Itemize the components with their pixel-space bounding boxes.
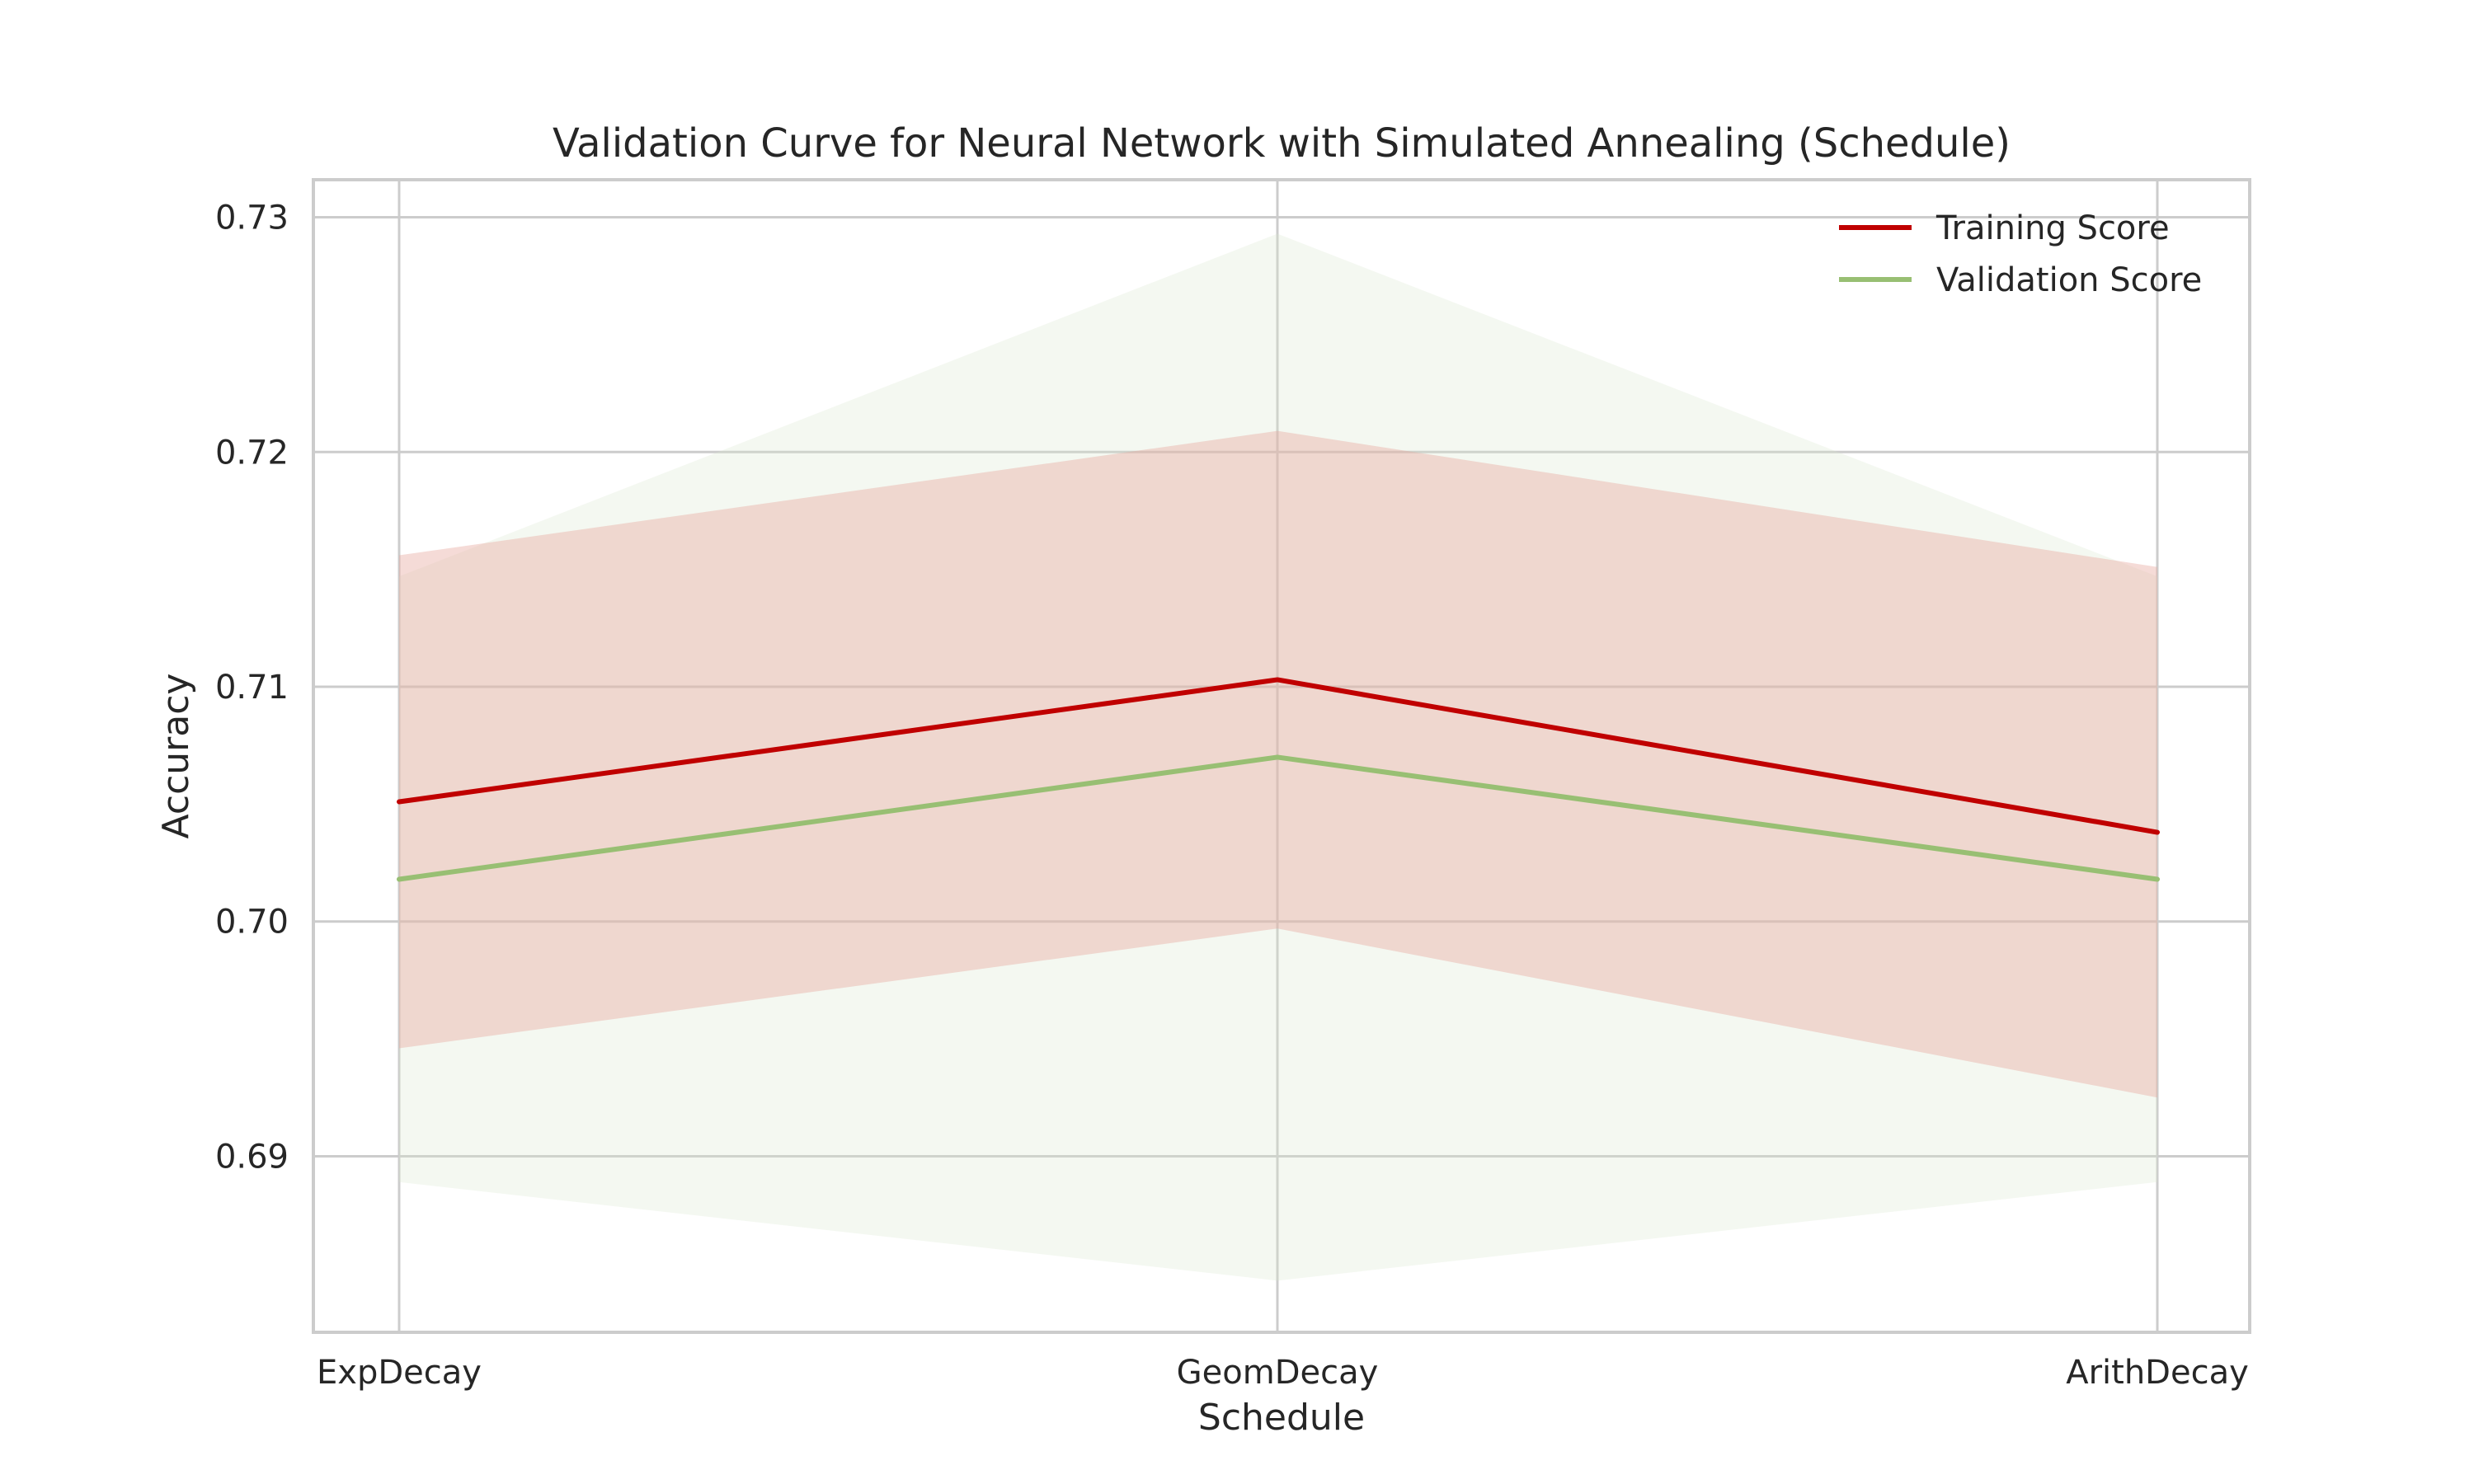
training-score-band [399, 430, 2157, 1098]
plot-frame [312, 178, 2251, 1334]
y-tick-label: 0.73 [215, 200, 289, 237]
y-tick-label: 0.71 [215, 669, 289, 707]
training-legend-label: Training Score [1935, 209, 2170, 247]
legend: Training Score Validation Score [1839, 209, 2202, 299]
x-tick-label: ArithDecay [2066, 1354, 2249, 1392]
chart-title: Validation Curve for Neural Network with… [553, 120, 2011, 167]
grid-lines [313, 180, 2250, 1332]
x-tick-label: ExpDecay [317, 1354, 482, 1392]
x-tick-label: GeomDecay [1177, 1354, 1379, 1392]
y-tick-label: 0.70 [215, 904, 289, 942]
validation-legend-label: Validation Score [1936, 261, 2202, 299]
x-axis-ticks: ExpDecay GeomDecay ArithDecay [317, 1354, 2249, 1392]
y-tick-label: 0.69 [215, 1138, 289, 1176]
y-axis-title: Accuracy [155, 674, 197, 839]
y-tick-label: 0.72 [215, 434, 289, 472]
training-score-line [397, 677, 2160, 835]
validation-score-line [397, 754, 2160, 882]
series-lines [397, 677, 2160, 882]
y-axis-ticks: 0.69 0.70 0.71 0.72 0.73 [215, 200, 289, 1176]
x-axis-title: Schedule [1198, 1397, 1365, 1439]
